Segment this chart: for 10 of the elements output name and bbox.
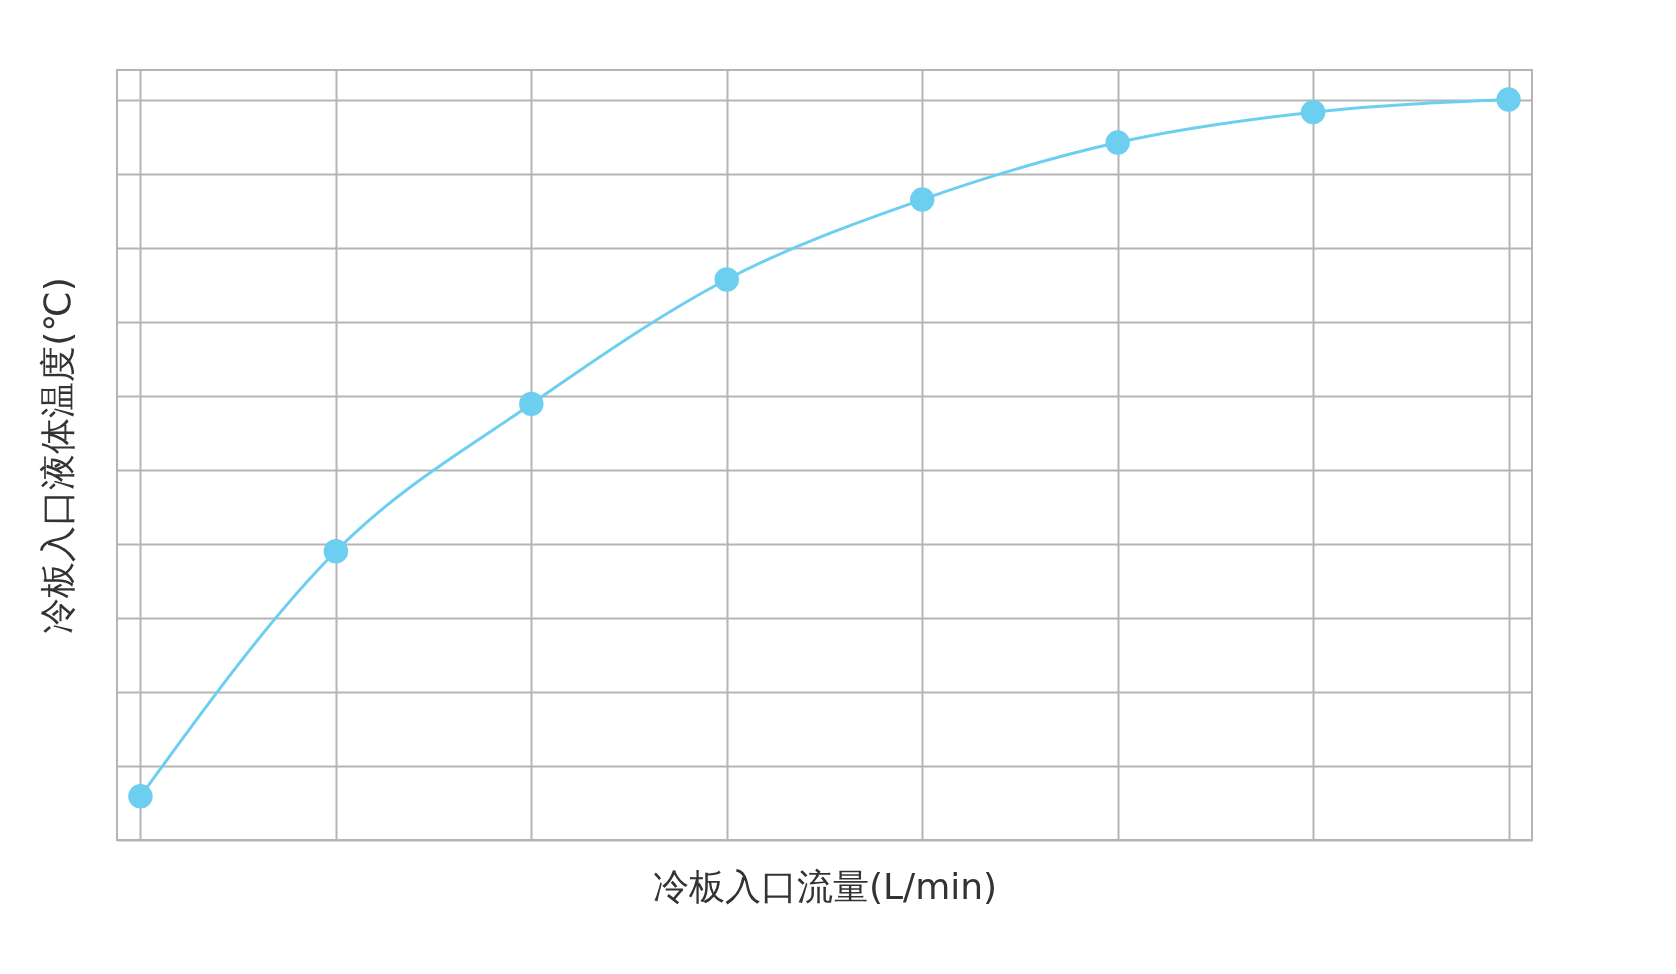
y-axis-title: 冷板入口液体温度(℃)	[36, 277, 78, 634]
point	[128, 784, 153, 809]
x-axis-title: 冷板入口流量(L/min)	[652, 865, 998, 907]
point	[1300, 99, 1326, 125]
point	[714, 267, 740, 292]
point	[1105, 130, 1130, 155]
point	[909, 187, 935, 212]
point	[1496, 87, 1521, 112]
point	[519, 391, 544, 417]
point	[323, 539, 349, 564]
